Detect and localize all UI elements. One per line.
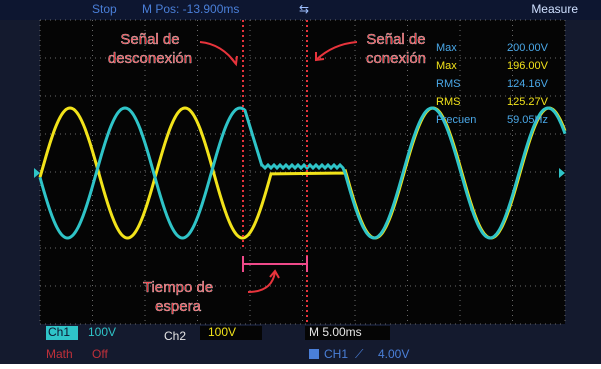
trigger-source: CH1 (324, 347, 348, 361)
annotation: Señal de (366, 31, 425, 48)
measure-value: 196.00V (507, 60, 549, 72)
timebase: M 5.00ms (309, 325, 362, 339)
annotation: Señal de (120, 31, 179, 48)
annotation: conexión (366, 50, 426, 67)
measure-value: 125.27V (507, 96, 549, 108)
usb-icon: ⇆ (299, 2, 309, 16)
measure-label: Max (436, 42, 457, 54)
state: Stop (92, 2, 117, 16)
math: Math (46, 347, 73, 361)
annotation: desconexión (108, 50, 192, 67)
ch1-scale: 100V (88, 325, 116, 339)
position: M Pos: -13.900ms (142, 2, 239, 16)
menu: Measure (531, 2, 578, 16)
measure-label: RMS (436, 96, 460, 108)
oscilloscope-screen: Stop M Pos: -13.900ms ⇆ Measure Señal de… (0, 0, 601, 364)
ch2-scale: 100V (208, 325, 236, 339)
ch2: Ch2 (164, 329, 186, 343)
math-state: Off (92, 347, 108, 361)
measure-value: 124.16V (507, 78, 549, 90)
measure-label: Max (436, 60, 457, 72)
annotation: espera (155, 298, 202, 315)
annotation: Tiempo de (143, 279, 213, 296)
ch1: Ch1 (48, 325, 70, 339)
measure-label: Frecuen (436, 114, 476, 126)
measure-value: 200.00V (507, 42, 549, 54)
trigger-slope: ⟋ (355, 347, 364, 361)
measure-label: RMS (436, 78, 460, 90)
trigger-level: 4.00V (378, 347, 409, 361)
trigger-icon (309, 349, 319, 359)
measure-value: 59.05Hz (507, 114, 548, 126)
